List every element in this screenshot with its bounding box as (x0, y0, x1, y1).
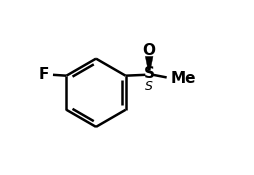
Polygon shape (145, 56, 152, 70)
Text: Me: Me (170, 71, 196, 86)
Text: O: O (142, 43, 155, 58)
Text: F: F (38, 67, 49, 82)
Text: S: S (145, 80, 152, 93)
Text: S: S (143, 66, 154, 81)
